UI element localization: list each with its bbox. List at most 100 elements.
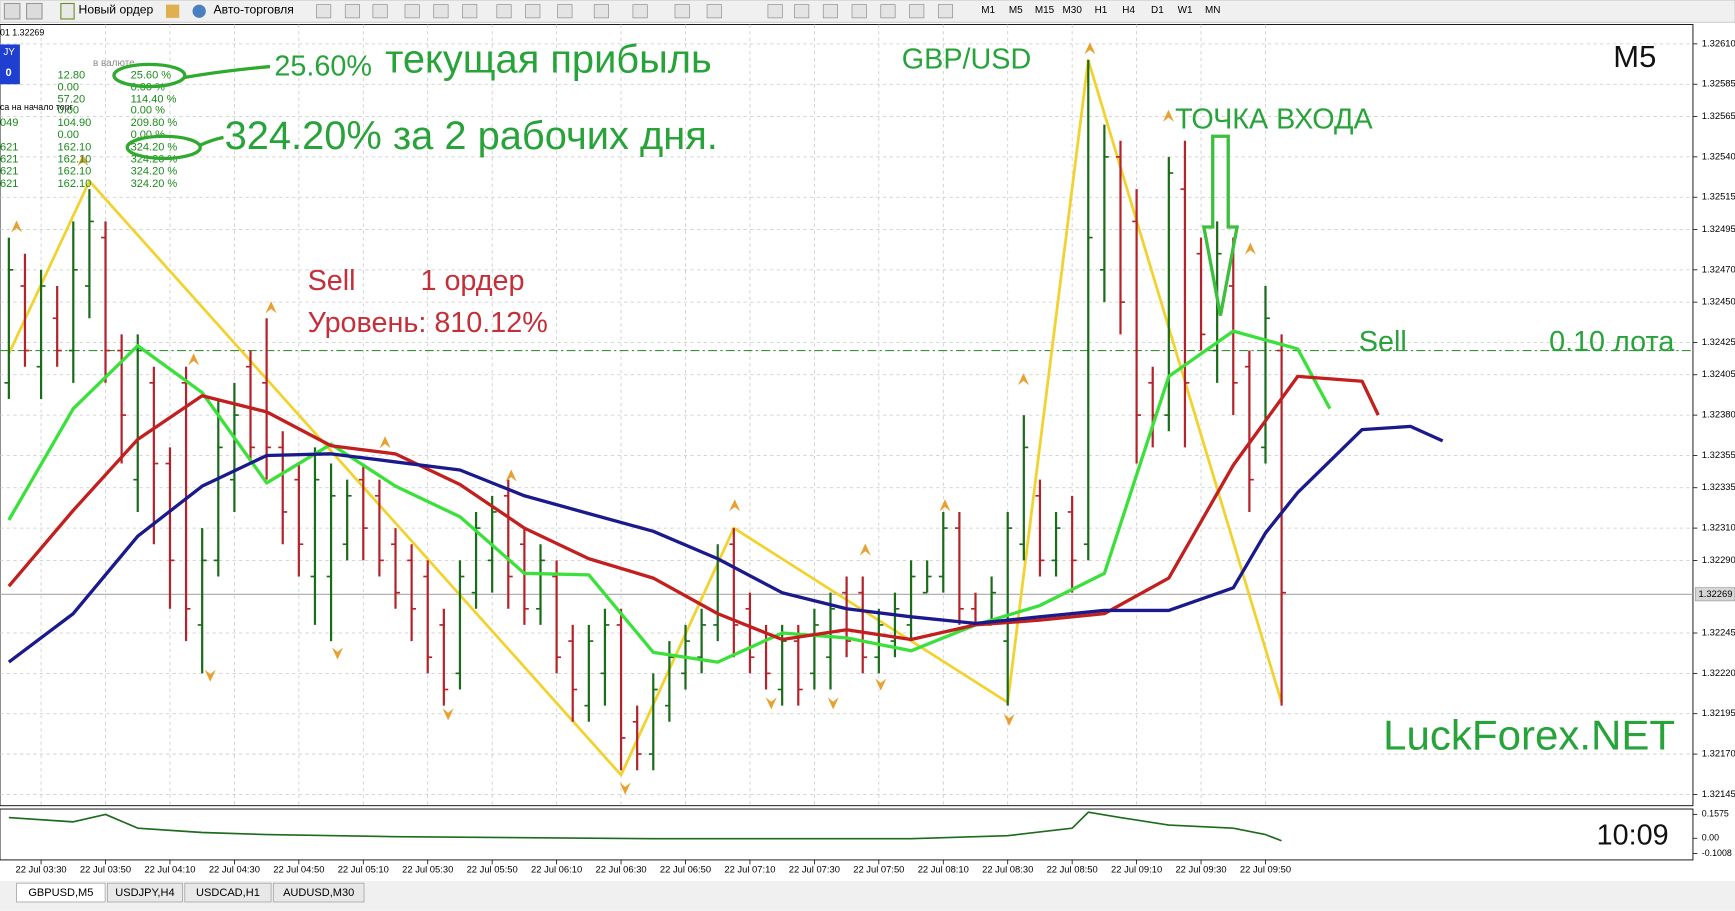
fractal-arrow (1162, 109, 1175, 122)
badge-label: JY (3, 47, 15, 58)
highlight-ellipse (125, 134, 202, 161)
x-tick-label: 22 Jul 06:10 (531, 863, 582, 874)
level-label: Уровень: 810.12% (308, 307, 548, 339)
row-id: 049 (0, 117, 18, 129)
tool-icon[interactable] (880, 4, 896, 19)
timeframe-button[interactable]: M30 (1063, 5, 1083, 16)
new-order-button[interactable]: Новый ордер (79, 2, 154, 16)
fractal-arrow (859, 543, 871, 556)
timeframe-button[interactable]: W1 (1178, 5, 1193, 16)
x-tick-label: 22 Jul 03:30 (15, 863, 66, 874)
row-id: 621 (0, 166, 18, 178)
y-tick-label: 1.32335 (1702, 481, 1735, 492)
fractal-arrow (1003, 713, 1015, 727)
column-header: в валюте (93, 58, 135, 69)
tab-label[interactable]: GBPUSD,M5 (28, 887, 93, 899)
tool-icon[interactable] (525, 4, 541, 19)
fractal-arrow (442, 708, 454, 721)
row-percent: 25.60 % (131, 69, 172, 81)
tool-icon[interactable] (767, 4, 783, 19)
caption: са на начало торг (0, 102, 73, 112)
timeframe-button[interactable]: M1 (981, 5, 995, 16)
tool-icon[interactable] (937, 4, 954, 19)
row-id: 621 (0, 141, 18, 153)
tool-icon[interactable] (316, 4, 332, 19)
symbol-label: GBP/USD (902, 44, 1031, 76)
timeframe-button[interactable]: H4 (1122, 5, 1135, 16)
tab[interactable] (184, 882, 272, 903)
current-price-label: 1.32269 (1698, 588, 1732, 599)
tool-icon[interactable] (433, 4, 449, 19)
tab-label[interactable]: USDJPY,H4 (115, 887, 174, 899)
x-tick-label: 22 Jul 05:10 (338, 863, 389, 874)
tool-icon[interactable] (706, 4, 722, 19)
tool-icon[interactable] (165, 4, 180, 18)
y-tick-label: 1.32220 (1702, 667, 1735, 678)
y-tick-label: 1.32245 (1702, 626, 1735, 637)
x-tick-label: 22 Jul 08:10 (918, 863, 969, 874)
tool-icon[interactable] (632, 4, 648, 19)
tool-icon[interactable] (26, 2, 43, 20)
new-order-icon[interactable] (60, 2, 75, 20)
fractal-arrow (505, 469, 517, 482)
tab[interactable] (106, 882, 183, 903)
order-side: Sell (1359, 326, 1407, 358)
y-tick-label: 1.32540 (1702, 150, 1735, 161)
x-tick-label: 22 Jul 07:30 (789, 863, 840, 874)
oscillator-line (8, 811, 1282, 842)
tool-icon[interactable] (496, 4, 512, 19)
tool-icon[interactable] (674, 4, 690, 19)
tool-icon[interactable] (822, 4, 838, 19)
fractal-arrow (1017, 373, 1030, 386)
y-tick-label: 1.32515 (1702, 191, 1735, 202)
tool-icon[interactable] (344, 4, 360, 19)
subwindow-frame (0, 808, 1694, 861)
osc-tick-label: 0.1575 (1702, 809, 1729, 819)
tool-icon[interactable] (404, 4, 420, 19)
tool-icon[interactable] (794, 4, 810, 19)
site-label: LuckForex.NET (1383, 711, 1675, 758)
x-tick-label: 22 Jul 05:30 (402, 863, 453, 874)
y-tick-label: 1.32565 (1702, 110, 1735, 121)
tool-icon[interactable] (372, 4, 388, 19)
row-percent: 0.00 % (131, 105, 166, 117)
symbol-badge (0, 44, 20, 85)
auto-trading-button[interactable]: Авто-торговля (214, 2, 294, 16)
timeframe-button[interactable]: M15 (1035, 5, 1055, 16)
highlight-ellipse (112, 62, 187, 89)
tool-icon[interactable] (909, 4, 925, 19)
timeframe-button[interactable]: MN (1205, 5, 1220, 16)
tool-icon[interactable] (3, 2, 21, 20)
row-amount: 0.00 (58, 82, 80, 94)
row-amount: 104.90 (58, 117, 92, 129)
row-percent: 324.20 % (131, 166, 178, 178)
tool-icon[interactable] (851, 4, 867, 19)
tab[interactable] (16, 882, 106, 903)
x-tick-label: 22 Jul 06:30 (595, 863, 646, 874)
tab-label[interactable]: AUDUSD,M30 (283, 887, 354, 899)
drawing-tools (316, 4, 954, 19)
x-tick-label: 22 Jul 09:50 (1240, 863, 1291, 874)
tool-icon[interactable] (557, 4, 573, 19)
fractal-arrow (1084, 42, 1096, 55)
x-tick-label: 22 Jul 08:50 (1047, 863, 1098, 874)
clock: 10:09 (1597, 819, 1669, 851)
fractal-arrow (939, 499, 951, 512)
auto-trading-icon[interactable] (192, 4, 206, 18)
osc-tick-label: 0.00 (1702, 833, 1719, 843)
timeframe-button[interactable]: H1 (1095, 5, 1108, 16)
timeframe-button[interactable]: M5 (1009, 5, 1023, 16)
tool-icon[interactable] (462, 4, 478, 19)
tool-icon[interactable] (593, 4, 609, 19)
timeframe-button[interactable]: D1 (1151, 5, 1164, 16)
y-tick-label: 1.32470 (1702, 263, 1735, 274)
x-tick-label: 22 Jul 07:50 (853, 863, 904, 874)
tab-label[interactable]: USDCAD,H1 (196, 887, 260, 899)
osc-tick-label: -0.1008 (1702, 848, 1732, 858)
connector (199, 135, 224, 147)
orders-label: 1 ордер (420, 265, 524, 297)
total-text: 324.20% за 2 рабочих дня. (225, 114, 718, 158)
tab[interactable] (272, 882, 365, 903)
fractal-arrow (188, 353, 200, 366)
